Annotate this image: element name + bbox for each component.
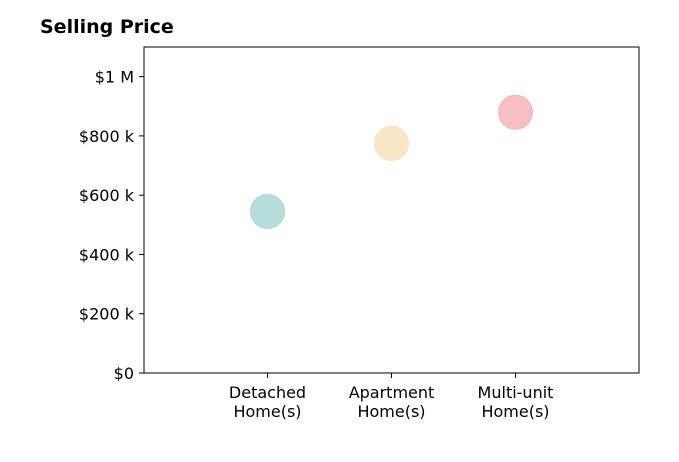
y-tick-label: $1 M bbox=[95, 68, 134, 87]
y-tick-label: $400 k bbox=[79, 245, 135, 264]
bubbles-layer bbox=[250, 94, 533, 229]
y-tick-label: $800 k bbox=[79, 127, 135, 146]
x-axis: Detached Home(s) Apartment Home(s) Multi-uni… bbox=[229, 373, 554, 421]
bubble-point[interactable] bbox=[374, 125, 409, 161]
bubble-point[interactable] bbox=[250, 193, 285, 229]
plot-area-frame bbox=[143, 46, 640, 374]
y-tick-label: $200 k bbox=[79, 305, 135, 324]
bubble-point[interactable] bbox=[498, 94, 533, 130]
x-tick-label: Apartment Home(s) bbox=[349, 383, 435, 421]
x-tick-label: Multi-unit Home(s) bbox=[478, 383, 554, 421]
y-tick-label: $600 k bbox=[79, 186, 135, 205]
chart-title: Selling Price bbox=[40, 16, 174, 38]
x-tick-label: Detached Home(s) bbox=[229, 383, 306, 421]
y-tick-label: $0 bbox=[114, 364, 134, 383]
y-axis: $0 $200 k $400 k $600 k $800 k $1 M bbox=[79, 68, 144, 383]
